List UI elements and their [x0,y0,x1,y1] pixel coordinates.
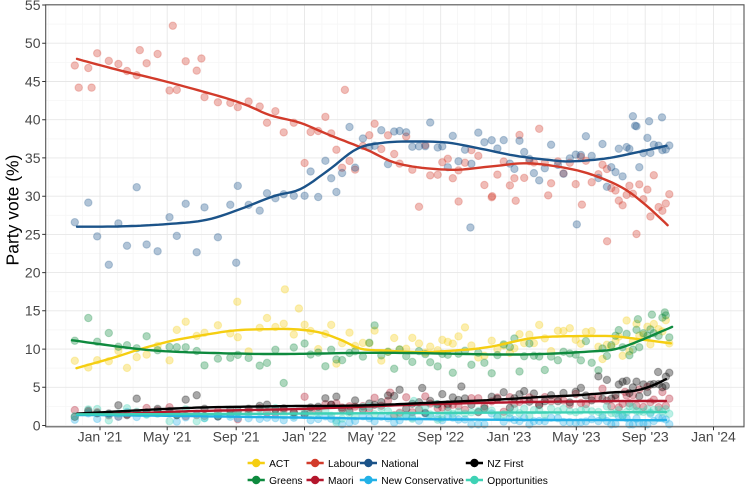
svg-text:Jan '24: Jan '24 [691,429,736,445]
svg-text:5: 5 [33,379,41,395]
svg-text:45: 45 [25,73,41,89]
svg-text:Jan '22: Jan '22 [282,429,327,445]
svg-text:30: 30 [25,188,41,204]
svg-text:50: 50 [25,35,41,51]
svg-text:May '21: May '21 [143,429,192,445]
svg-text:15: 15 [25,303,41,319]
svg-text:40: 40 [25,112,41,128]
svg-text:National: National [381,459,418,470]
svg-text:Labour: Labour [328,459,360,470]
svg-text:Greens: Greens [269,476,302,487]
svg-text:May '23: May '23 [552,429,601,445]
svg-text:20: 20 [25,265,41,281]
svg-text:Sep '23: Sep '23 [622,429,669,445]
svg-text:May '22: May '22 [347,429,396,445]
svg-text:Opportunities: Opportunities [487,476,548,487]
svg-text:NZ First: NZ First [487,459,523,470]
svg-text:35: 35 [25,150,41,166]
svg-text:10: 10 [25,341,41,357]
svg-text:ACT: ACT [269,459,289,470]
svg-text:0: 0 [33,417,41,433]
svg-text:New Conservative: New Conservative [381,476,464,487]
svg-text:55: 55 [25,0,41,13]
svg-text:Sep '22: Sep '22 [417,429,464,445]
svg-text:Party vote (%): Party vote (%) [3,155,23,266]
svg-text:25: 25 [25,226,41,242]
svg-text:Jan '23: Jan '23 [487,429,532,445]
svg-text:Jan '21: Jan '21 [78,429,123,445]
svg-text:Maori: Maori [328,476,353,487]
svg-text:Sep '21: Sep '21 [213,429,260,445]
